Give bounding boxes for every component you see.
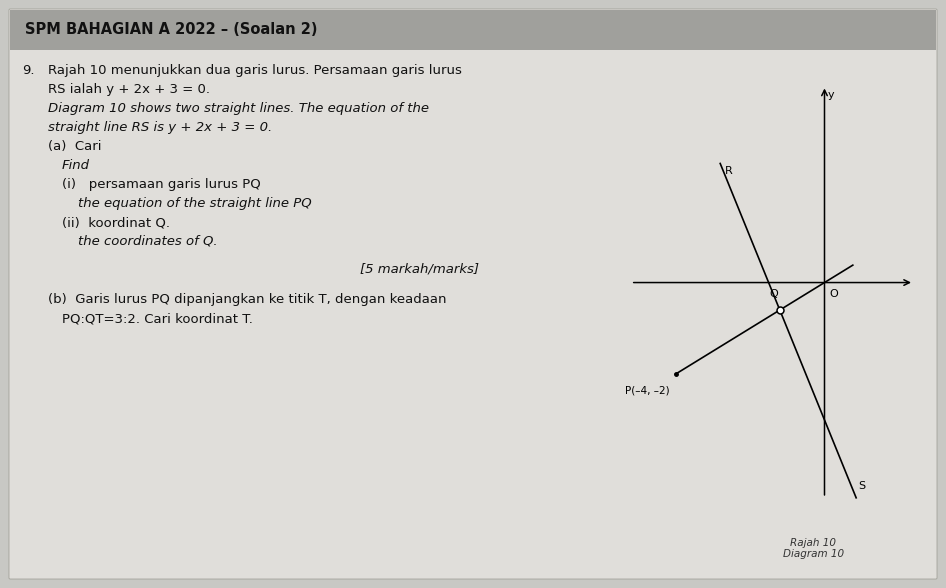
Text: S: S — [858, 481, 866, 491]
Text: Rajah 10
Diagram 10: Rajah 10 Diagram 10 — [782, 537, 844, 559]
Text: [5 markah/marks]: [5 markah/marks] — [360, 263, 479, 276]
Text: (a)  Cari: (a) Cari — [48, 140, 101, 153]
Text: SPM BAHAGIAN A 2022 – (Soalan 2): SPM BAHAGIAN A 2022 – (Soalan 2) — [25, 22, 318, 38]
Text: R: R — [725, 166, 732, 176]
Text: (i)   persamaan garis lurus PQ: (i) persamaan garis lurus PQ — [62, 178, 261, 191]
Text: y: y — [828, 90, 834, 100]
Text: Rajah 10 menunjukkan dua garis lurus. Persamaan garis lurus: Rajah 10 menunjukkan dua garis lurus. Pe… — [48, 64, 462, 77]
Text: RS ialah y + 2x + 3 = 0.: RS ialah y + 2x + 3 = 0. — [48, 83, 210, 96]
Text: (ii)  koordinat Q.: (ii) koordinat Q. — [62, 216, 170, 229]
FancyBboxPatch shape — [9, 9, 937, 579]
Text: straight line RS is y + 2x + 3 = 0.: straight line RS is y + 2x + 3 = 0. — [48, 121, 272, 134]
Text: 9.: 9. — [22, 64, 34, 77]
Text: P(–4, –2): P(–4, –2) — [625, 386, 670, 396]
Text: Diagram 10 shows two straight lines. The equation of the: Diagram 10 shows two straight lines. The… — [48, 102, 429, 115]
Text: the coordinates of Q.: the coordinates of Q. — [78, 235, 218, 248]
Text: PQ:QT=3:2. Cari koordinat T.: PQ:QT=3:2. Cari koordinat T. — [62, 312, 253, 325]
Text: Find: Find — [62, 159, 90, 172]
Text: the equation of the straight line PQ: the equation of the straight line PQ — [78, 197, 311, 210]
Text: (b)  Garis lurus PQ dipanjangkan ke titik T, dengan keadaan: (b) Garis lurus PQ dipanjangkan ke titik… — [48, 293, 447, 306]
Text: Q: Q — [769, 289, 778, 299]
Text: O: O — [829, 289, 838, 299]
Bar — [10, 10, 936, 50]
